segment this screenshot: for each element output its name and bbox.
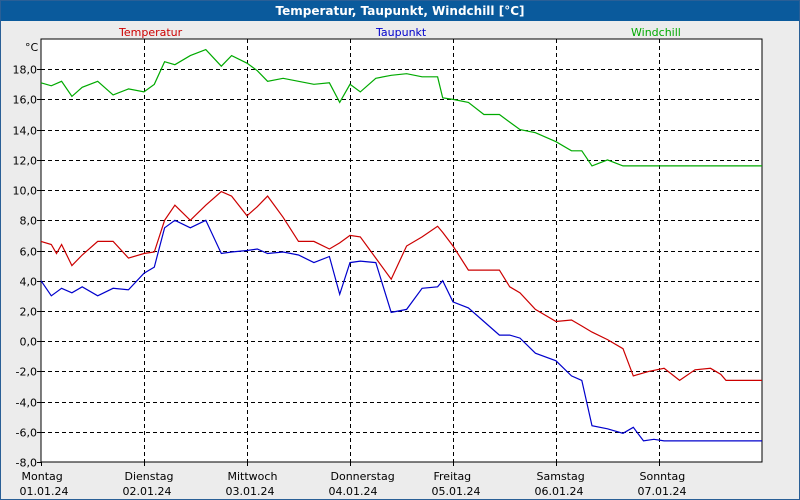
y-axis-unit-label: °C: [25, 41, 39, 54]
x-tick-label-date: 04.01.24: [329, 485, 378, 498]
y-tick-label: 0,0: [20, 336, 38, 349]
x-tick-label-date: 02.01.24: [123, 485, 172, 498]
y-tick-label: 4,0: [20, 276, 38, 289]
series-line-temperatur: [40, 190, 762, 382]
x-tick-label-day: Mittwoch: [228, 470, 278, 483]
y-tick-label: -4,0: [16, 397, 37, 410]
y-tick-label: 10,0: [13, 185, 38, 198]
x-tick-label-date: 06.01.24: [535, 485, 584, 498]
x-tick-label-date: 01.01.24: [20, 485, 69, 498]
y-tick-label: 8,0: [20, 215, 38, 228]
series-line-windchill: [40, 48, 762, 167]
y-tick-label: 12,0: [13, 155, 38, 168]
x-tick-label-day: Dienstag: [125, 470, 174, 483]
legend: Temperatur Taupunkt Windchill: [118, 26, 681, 39]
legend-label-windchill: Windchill: [631, 26, 681, 39]
x-tick-label-day: Montag: [22, 470, 63, 483]
x-tick-label-day: Donnerstag: [331, 470, 395, 483]
y-tick-label: -6,0: [16, 427, 37, 440]
y-tick-label: 2,0: [20, 306, 38, 319]
x-tick-label-day: Freitag: [434, 470, 472, 483]
x-tick-label-date: 05.01.24: [432, 485, 481, 498]
y-tick-label: 14,0: [13, 125, 38, 138]
y-tick-label: 18,0: [13, 64, 38, 77]
chart-title: Temperatur, Taupunkt, Windchill [°C]: [1, 1, 799, 21]
x-tick-label-date: 07.01.24: [638, 485, 687, 498]
y-tick-label: 16,0: [13, 94, 38, 107]
x-tick-label-day: Sonntag: [640, 470, 686, 483]
series-lines: [40, 48, 762, 442]
x-tick-label-date: 03.01.24: [226, 485, 275, 498]
x-axis-ticks: Montag 01.01.24 Dienstag 02.01.24 Mittwoch 03…: [20, 462, 687, 498]
y-tick-label: -2,0: [16, 366, 37, 379]
y-tick-label: -8,0: [16, 457, 37, 470]
x-tick-label-day: Samstag: [537, 470, 585, 483]
series-line-taupunkt: [40, 219, 762, 442]
legend-label-taupunkt: Taupunkt: [375, 26, 427, 39]
legend-label-temperatur: Temperatur: [118, 26, 183, 39]
y-tick-label: 6,0: [20, 246, 38, 259]
y-axis-ticks: 18,0 16,0 14,0 12,0 10,0 8,0 6,0 4,0 2,0 0,0 -2,0 -…: [13, 64, 41, 470]
plot-area: [40, 38, 763, 463]
